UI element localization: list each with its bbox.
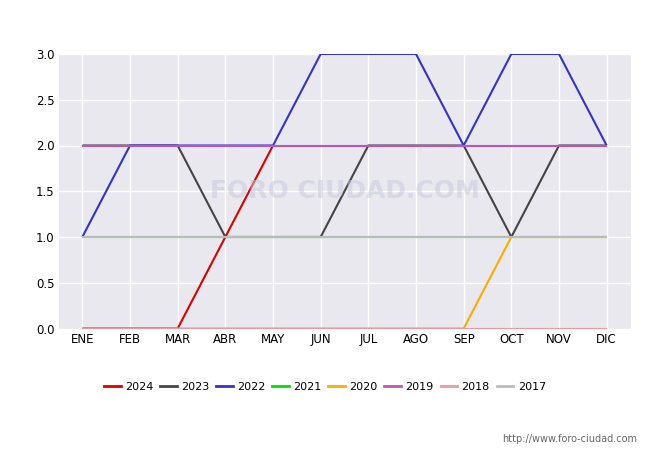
- Text: Afiliados en Santa Cruz de Nogueras a 31/5/2024: Afiliados en Santa Cruz de Nogueras a 31…: [121, 14, 529, 33]
- Text: FORO CIUDAD.COM: FORO CIUDAD.COM: [209, 179, 480, 203]
- Legend: 2024, 2023, 2022, 2021, 2020, 2019, 2018, 2017: 2024, 2023, 2022, 2021, 2020, 2019, 2018…: [101, 378, 549, 396]
- Text: http://www.foro-ciudad.com: http://www.foro-ciudad.com: [502, 434, 637, 444]
